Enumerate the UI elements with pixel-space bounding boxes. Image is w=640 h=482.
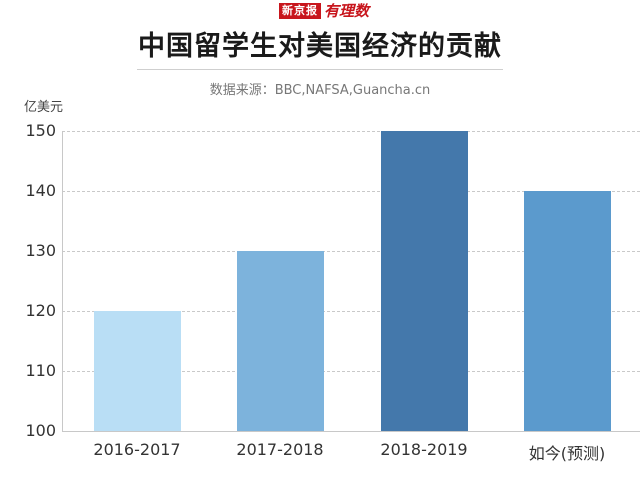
x-label-2017-2018: 2017-2018 [236, 440, 324, 459]
data-source: 数据来源：BBC,NAFSA,Guancha.cn [209, 83, 431, 98]
bar-2016-2017 [94, 311, 181, 431]
bar-now-forecast [524, 191, 611, 431]
gridline-150 [62, 131, 640, 132]
gridline-130 [62, 251, 640, 252]
logo-box: 新京报 [279, 3, 321, 19]
y-tick-150: 150 [25, 121, 56, 140]
y-axis-line [62, 131, 63, 431]
y-tick-120: 120 [25, 301, 56, 320]
gridline-110 [62, 371, 640, 372]
newspaper-logo: 新京报 有理数 [279, 2, 369, 20]
x-label-now-forecast: 如今(预测) [528, 444, 606, 463]
x-label-2018-2019: 2018-2019 [380, 440, 468, 459]
plot-area [62, 131, 640, 432]
gridline-140 [62, 191, 640, 192]
y-tick-110: 110 [25, 361, 56, 380]
y-tick-140: 140 [25, 181, 56, 200]
y-tick-100: 100 [25, 421, 56, 440]
bar-2017-2018 [237, 251, 324, 431]
bar-2018-2019 [381, 131, 468, 431]
y-axis-unit: 亿美元 [24, 100, 64, 115]
title-divider [137, 69, 503, 70]
chart-title: 中国留学生对美国经济的贡献 [138, 31, 502, 62]
x-axis-line [62, 431, 640, 432]
gridline-120 [62, 311, 640, 312]
logo-script: 有理数 [324, 2, 370, 20]
y-tick-130: 130 [25, 241, 56, 260]
x-label-2016-2017: 2016-2017 [93, 440, 181, 459]
